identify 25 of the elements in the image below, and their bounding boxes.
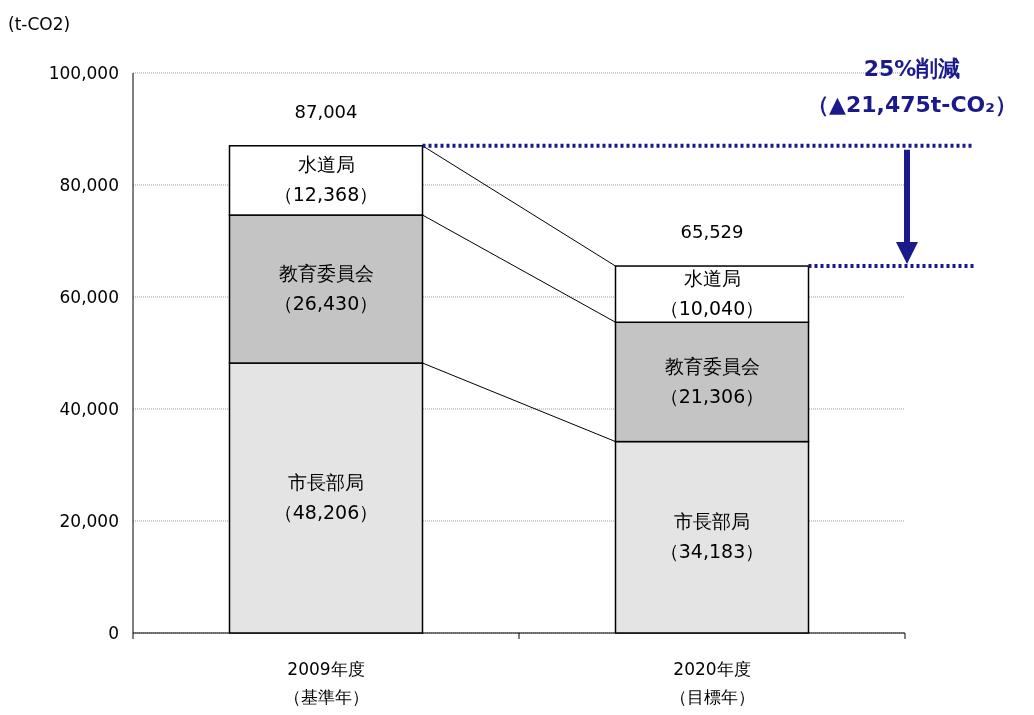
y-tick-label: 40,000	[59, 399, 119, 419]
x-tick-label: 2009年度（基準年）	[283, 659, 369, 707]
series-label: 市長部局	[288, 471, 364, 494]
y-tick-label: 60,000	[59, 287, 119, 307]
y-tick-label: 0	[108, 623, 119, 643]
data-label: （26,430）	[273, 292, 379, 315]
y-tick-label: 80,000	[59, 175, 119, 195]
data-label: （21,306）	[659, 384, 765, 407]
total-label: 65,529	[680, 221, 744, 243]
data-label: （34,183）	[659, 540, 765, 563]
text: 水道局	[297, 153, 355, 176]
text: 市長部局	[674, 510, 750, 533]
data-label: （10,040）	[659, 297, 765, 320]
text: 教育委員会	[278, 262, 374, 285]
y-axis-title: (t-CO2)	[8, 14, 71, 34]
annotation: 25%削減	[863, 56, 961, 81]
y-tick-label: 100,000	[48, 63, 119, 83]
data-label: （48,206）	[273, 501, 379, 524]
annotation: （▲21,475t-CO₂）	[807, 92, 1017, 117]
y-tick-label: 20,000	[59, 511, 119, 531]
series-label: 水道局	[683, 267, 741, 290]
total-label: 87,004	[294, 100, 358, 122]
x-tick-label: 2020年度（目標年）	[669, 659, 755, 707]
data-label: （12,368）	[273, 183, 379, 206]
series-label: 教育委員会	[664, 354, 760, 377]
